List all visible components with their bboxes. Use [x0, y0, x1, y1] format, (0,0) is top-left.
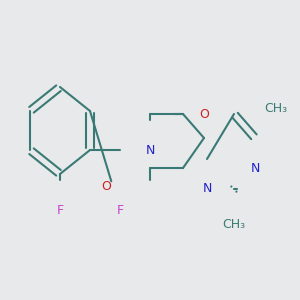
Text: F: F [116, 203, 124, 217]
Text: N: N [202, 182, 212, 196]
Text: O: O [199, 107, 209, 121]
Text: F: F [56, 203, 64, 217]
Text: N: N [250, 161, 260, 175]
Text: CH₃: CH₃ [264, 101, 287, 115]
Text: O: O [101, 179, 111, 193]
Text: CH₃: CH₃ [222, 218, 246, 232]
Text: N: N [145, 143, 155, 157]
